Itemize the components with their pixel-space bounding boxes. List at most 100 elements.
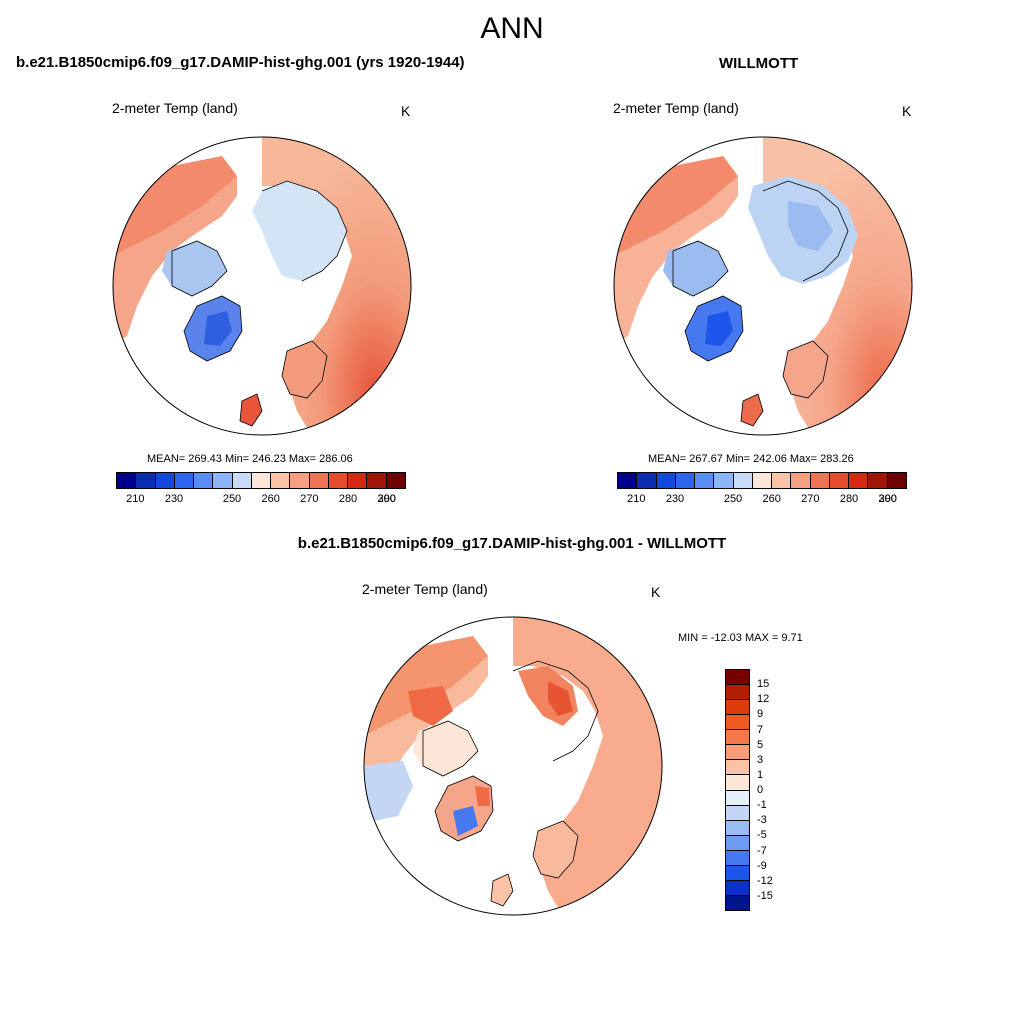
colorbar-swatch bbox=[726, 685, 749, 701]
colorbar-swatch bbox=[232, 473, 252, 488]
colorbar-tick-label: -7 bbox=[757, 844, 767, 857]
colorbar-swatch bbox=[791, 473, 811, 488]
colorbar-tick-label: 290 bbox=[878, 493, 897, 505]
colorbar-tick-label: 12 bbox=[757, 693, 770, 706]
colorbar-swatch bbox=[772, 473, 792, 488]
colorbar-swatch bbox=[194, 473, 214, 488]
colorbar-tick-label: 9 bbox=[757, 708, 764, 721]
colorbar-swatch bbox=[271, 473, 291, 488]
diff-minmax: MIN = -12.03 MAX = 9.71 bbox=[678, 632, 803, 644]
colorbar-swatches bbox=[617, 472, 907, 489]
colorbar-swatch bbox=[752, 473, 773, 488]
colorbar-tick-label: 270 bbox=[300, 493, 319, 505]
colorbar-swatch bbox=[155, 473, 175, 488]
colorbar-tick-label: -15 bbox=[757, 889, 773, 902]
colorbar-tick-label: 230 bbox=[665, 493, 685, 505]
colorbar-swatch bbox=[810, 473, 830, 488]
panel-1-colorbar-labels: 210 230 250 260 270 280 290 300 bbox=[116, 493, 406, 507]
colorbar-swatch bbox=[829, 473, 850, 488]
colorbar-swatch bbox=[695, 473, 715, 488]
colorbar-tick-label: 280 bbox=[338, 493, 358, 505]
colorbar-swatch bbox=[726, 820, 749, 836]
colorbar-tick-label: 0 bbox=[757, 784, 764, 796]
colorbar-tick-label: 1 bbox=[757, 768, 764, 781]
colorbar-tick-label: 260 bbox=[762, 493, 781, 505]
diff-variable: 2-meter Temp (land) bbox=[362, 581, 488, 597]
colorbar-swatch bbox=[618, 473, 638, 488]
colorbar-swatch bbox=[174, 473, 195, 488]
colorbar-swatch bbox=[726, 760, 749, 776]
colorbar-swatch bbox=[726, 775, 749, 791]
diff-colorbar-labels: 15 12 9 7 5 3 1 0 -1 -3 -5 -7 -9 -12 -15 bbox=[757, 669, 797, 911]
colorbar-swatch bbox=[117, 473, 137, 488]
colorbar-swatch bbox=[726, 880, 749, 896]
colorbar-tick-label: 250 bbox=[723, 493, 743, 505]
colorbar-swatch bbox=[887, 473, 906, 488]
colorbar-swatch bbox=[726, 790, 749, 806]
colorbar-tick-label: 230 bbox=[164, 493, 184, 505]
siberia-cold bbox=[252, 181, 347, 281]
colorbar-swatch bbox=[251, 473, 272, 488]
diff-units: K bbox=[651, 584, 661, 600]
colorbar-tick-label: 5 bbox=[757, 738, 764, 751]
colorbar-tick-label: 260 bbox=[261, 493, 280, 505]
colorbar-tick-label: 300 bbox=[878, 493, 897, 505]
colorbar-tick-label: 280 bbox=[839, 493, 859, 505]
colorbar-swatch bbox=[637, 473, 657, 488]
panel-2-colorbar-labels: 210 230 250 260 270 280 290 300 bbox=[617, 493, 907, 507]
colorbar-swatch bbox=[726, 730, 749, 746]
colorbar-swatch bbox=[328, 473, 349, 488]
panel-1-map bbox=[112, 136, 412, 436]
colorbar-swatch bbox=[290, 473, 310, 488]
panel-1-colorbar bbox=[116, 472, 406, 489]
colorbar-tick-label: 210 bbox=[126, 493, 145, 505]
panel-2-variable: 2-meter Temp (land) bbox=[613, 100, 739, 116]
colorbar-swatch bbox=[726, 715, 749, 731]
colorbar-swatch bbox=[868, 473, 888, 488]
colorbar-tick-label: 7 bbox=[757, 723, 764, 736]
panel-1-units: K bbox=[401, 103, 411, 119]
colorbar-tick-label: -5 bbox=[757, 829, 767, 842]
colorbar-tick-label: -1 bbox=[757, 799, 767, 812]
diff-colorbar bbox=[725, 669, 750, 911]
colorbar-swatch bbox=[714, 473, 734, 488]
page-title: ANN bbox=[480, 12, 544, 45]
colorbar-swatch bbox=[726, 670, 749, 686]
panel-2-stats: MEAN= 267.67 Min= 242.06 Max= 283.26 bbox=[648, 453, 854, 465]
diff-map bbox=[363, 616, 663, 916]
colorbar-tick-label: -12 bbox=[757, 874, 773, 887]
colorbar-swatch bbox=[726, 850, 749, 866]
colorbar-swatch bbox=[726, 865, 749, 881]
colorbar-swatch bbox=[726, 835, 749, 851]
colorbar-swatch bbox=[309, 473, 329, 488]
colorbar-swatch bbox=[656, 473, 676, 488]
panel-2-colorbar bbox=[617, 472, 907, 489]
colorbar-swatch bbox=[213, 473, 233, 488]
colorbar-swatch bbox=[136, 473, 156, 488]
colorbar-tick-label: 290 bbox=[377, 493, 396, 505]
colorbar-swatch bbox=[726, 745, 749, 761]
panel-2-title: WILLMOTT bbox=[719, 55, 799, 72]
colorbar-swatch bbox=[726, 700, 749, 716]
colorbar-swatches bbox=[116, 472, 406, 489]
panel-1-stats: MEAN= 269.43 Min= 246.23 Max= 286.06 bbox=[147, 453, 353, 465]
colorbar-swatch bbox=[675, 473, 696, 488]
colorbar-tick-label: 250 bbox=[222, 493, 242, 505]
panel-2-map bbox=[613, 136, 913, 436]
colorbar-swatch bbox=[726, 895, 749, 910]
colorbar-tick-label: 270 bbox=[801, 493, 820, 505]
colorbar-swatch bbox=[726, 805, 749, 821]
colorbar-tick-label: -3 bbox=[757, 814, 767, 827]
colorbar-swatch bbox=[733, 473, 753, 488]
colorbar-tick-label: 15 bbox=[757, 678, 770, 691]
colorbar-tick-label: -9 bbox=[757, 859, 767, 872]
colorbar-tick-label: 300 bbox=[377, 493, 396, 505]
colorbar-tick-label: 3 bbox=[757, 753, 764, 766]
colorbar-tick-label: 210 bbox=[627, 493, 646, 505]
panel-2-units: K bbox=[902, 103, 912, 119]
panel-1-variable: 2-meter Temp (land) bbox=[112, 100, 238, 116]
panel-1-title: b.e21.B1850cmip6.f09_g17.DAMIP-hist-ghg.… bbox=[16, 54, 465, 71]
colorbar-swatches bbox=[725, 669, 750, 911]
colorbar-swatch bbox=[367, 473, 387, 488]
colorbar-swatch bbox=[386, 473, 405, 488]
